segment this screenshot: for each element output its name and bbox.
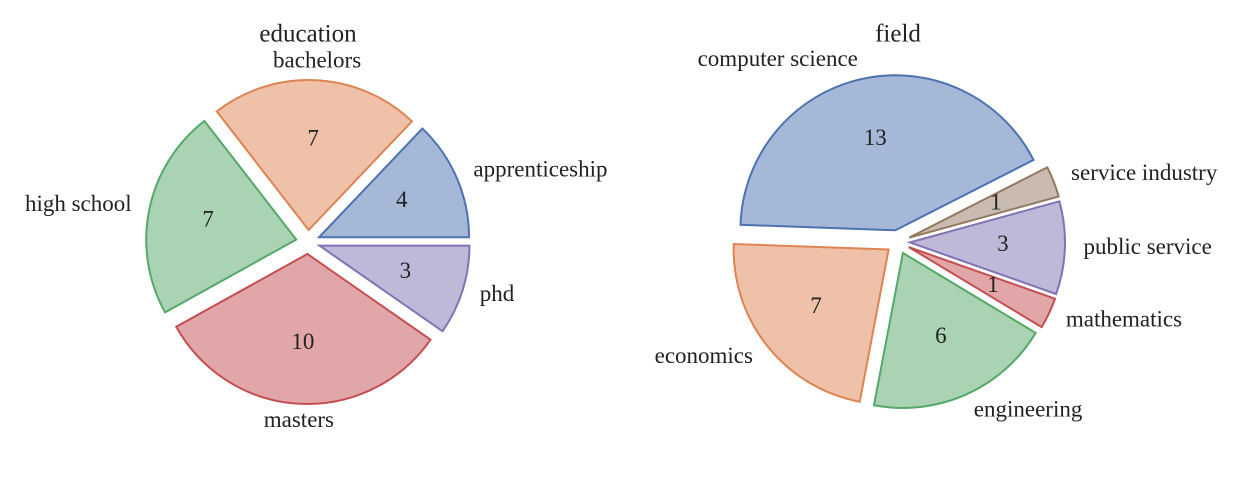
value-label: 1 [987, 272, 999, 297]
pie-slice [215, 79, 414, 232]
slice-label: engineering [974, 397, 1083, 422]
value-label: 4 [396, 187, 408, 212]
chart-title: education [259, 21, 357, 48]
slice-label: service industry [1071, 160, 1218, 185]
slice-label: masters [264, 407, 334, 432]
slice-label: computer science [698, 46, 858, 71]
pie-slice [316, 127, 471, 239]
slice-label: apprenticeship [473, 156, 607, 181]
slice-label: mathematics [1066, 306, 1182, 331]
pie-slice [174, 252, 432, 405]
pie-slice [872, 251, 1038, 409]
pie-slice [739, 74, 1035, 232]
slice-label: public service [1083, 234, 1211, 259]
value-label: 7 [202, 207, 214, 232]
pie-slice [908, 165, 1060, 239]
slice-label: bachelors [273, 48, 361, 73]
slice-label: phd [480, 281, 515, 306]
value-label: 3 [997, 231, 1009, 256]
chart-title: field [875, 21, 921, 48]
pie-slice [906, 200, 1066, 296]
value-label: 7 [307, 125, 319, 150]
pie-slice [316, 244, 471, 333]
pie-slice [145, 119, 298, 314]
value-label: 1 [990, 189, 1002, 214]
value-label: 3 [400, 258, 412, 283]
slice-label: economics [655, 343, 753, 368]
value-label: 13 [864, 125, 887, 150]
value-label: 10 [291, 329, 314, 354]
slice-label: high school [25, 191, 132, 216]
value-label: 7 [810, 293, 822, 318]
value-label: 6 [935, 323, 947, 348]
pie-slice [732, 242, 890, 403]
pie-slice [908, 246, 1057, 329]
